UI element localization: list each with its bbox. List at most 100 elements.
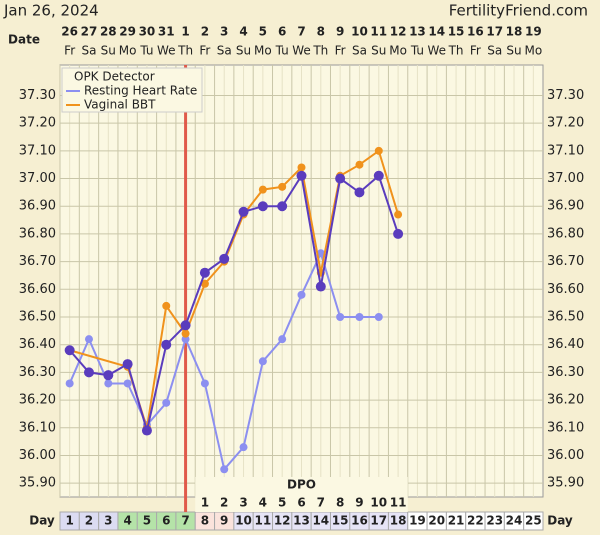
dpo-value: 1 [201, 496, 209, 510]
weekday-label: Fr [199, 44, 210, 58]
data-point [161, 339, 172, 350]
y-tick-label: 36.50 [19, 310, 56, 325]
date-label: 6 [278, 25, 286, 39]
weekday-label: Su [506, 44, 521, 58]
weekday-label: Mo [389, 44, 407, 58]
day-cell [523, 511, 544, 531]
x-tick-label: 22 [467, 514, 484, 528]
dpo-value: 9 [355, 496, 363, 510]
dpo-value: 3 [239, 496, 247, 510]
legend-box [61, 67, 203, 113]
date-label: 8 [317, 25, 325, 39]
data-point [315, 281, 326, 292]
data-point [181, 335, 190, 344]
y-tick-label-right: 36.50 [547, 310, 584, 325]
weekday-label: Sa [81, 44, 96, 58]
y-tick-label-right: 36.60 [547, 282, 584, 297]
y-tick-label: 37.00 [19, 171, 56, 186]
data-point [200, 379, 209, 388]
data-point [355, 160, 364, 169]
y-tick-label-right: 36.70 [547, 254, 584, 269]
date-label: 27 [81, 25, 98, 39]
y-tick-label: 37.20 [19, 116, 56, 131]
date-label: Date [8, 33, 40, 47]
date-label: 17 [486, 25, 503, 39]
data-point [374, 313, 383, 321]
data-point [297, 163, 306, 172]
weekday-label: Th [177, 44, 193, 58]
legend-label: OPK Detector [74, 70, 155, 84]
weekday-label: We [292, 44, 311, 58]
date-label: 19 [525, 25, 542, 39]
data-point [297, 290, 306, 299]
x-tick-label: 7 [181, 514, 189, 528]
data-point [104, 379, 113, 388]
data-point [296, 170, 307, 181]
y-tick-label: 36.40 [19, 337, 56, 352]
y-tick-label: 37.10 [19, 143, 56, 158]
data-point [238, 206, 249, 217]
dpo-value: 8 [336, 496, 344, 510]
date-label: 28 [100, 25, 117, 39]
y-tick-label-right: 36.30 [547, 365, 584, 380]
weekday-label: We [157, 44, 176, 58]
data-point [258, 185, 267, 194]
x-tick-label: 8 [201, 514, 209, 528]
y-tick-label-right: 37.20 [547, 116, 584, 131]
date-label: 30 [139, 25, 156, 39]
x-tick-label: 20 [428, 514, 445, 528]
date-label: 5 [259, 25, 267, 39]
y-tick-label-right: 36.80 [547, 226, 584, 241]
x-tick-label: 24 [506, 514, 523, 528]
weekday-label: Sa [217, 44, 232, 58]
weekday-label: Mo [119, 44, 137, 58]
date-label: 11 [370, 25, 387, 39]
x-tick-label: 13 [293, 514, 310, 528]
date-label: 26 [61, 25, 78, 39]
data-point [181, 329, 190, 338]
data-point [394, 210, 403, 219]
data-point [239, 443, 248, 452]
y-tick-label: 36.20 [19, 393, 56, 408]
x-tick-label: 10 [235, 514, 252, 528]
x-tick-label: 21 [448, 514, 465, 528]
weekday-label: Mo [524, 44, 542, 58]
x-tick-label: 16 [351, 514, 368, 528]
x-tick-label: 23 [486, 514, 503, 528]
date-label: 10 [351, 25, 368, 39]
dpo-value: 4 [259, 496, 267, 510]
chart-title: Jan 26, 2024 [3, 2, 99, 20]
x-tick-label: 14 [312, 514, 329, 528]
y-tick-label: 36.30 [19, 365, 56, 380]
y-tick-label: 36.90 [19, 199, 56, 214]
y-tick-label: 36.70 [19, 254, 56, 269]
x-tick-label: 11 [255, 514, 272, 528]
data-point [220, 465, 229, 474]
y-tick-label-right: 35.90 [547, 476, 584, 491]
date-label: 31 [158, 25, 175, 39]
weekday-label: Tu [410, 44, 424, 58]
weekday-label: Su [101, 44, 116, 58]
y-tick-label: 35.90 [19, 476, 56, 491]
y-tick-label-right: 36.10 [547, 420, 584, 435]
y-tick-label-right: 37.30 [547, 88, 584, 103]
y-tick-label-right: 36.90 [547, 199, 584, 214]
data-point [200, 279, 209, 288]
data-point [257, 201, 268, 212]
dpo-row [195, 477, 408, 512]
y-tick-label-right: 36.40 [547, 337, 584, 352]
data-point [84, 335, 93, 344]
weekday-label: Su [236, 44, 251, 58]
x-tick-label: 25 [525, 514, 542, 528]
dpo-value: 6 [297, 496, 305, 510]
data-point [141, 425, 152, 436]
weekday-label: Th [448, 44, 464, 58]
weekday-label: Fr [64, 44, 75, 58]
data-point [123, 379, 132, 388]
date-label: 18 [506, 25, 523, 39]
y-tick-label: 37.30 [19, 88, 56, 103]
date-label: 7 [297, 25, 305, 39]
dpo-value: 5 [278, 496, 286, 510]
data-point [355, 313, 364, 321]
x-tick-label: 12 [274, 514, 291, 528]
